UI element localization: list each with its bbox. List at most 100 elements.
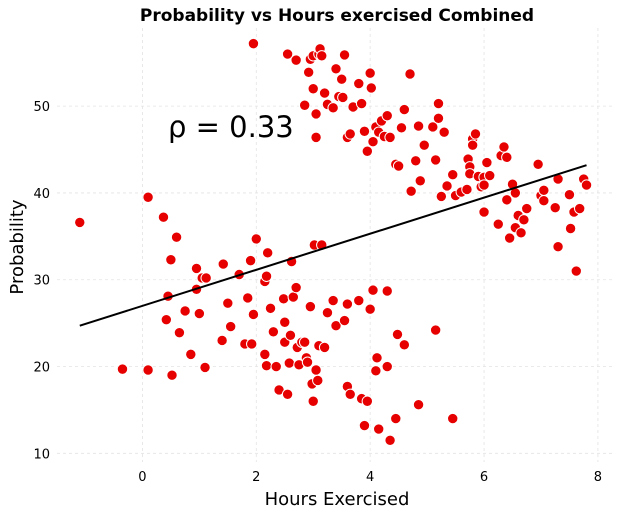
data-point <box>390 412 402 425</box>
data-point <box>353 77 365 90</box>
x-tick-label: 6 <box>480 470 488 485</box>
data-point <box>302 66 315 78</box>
data-point <box>165 254 177 266</box>
correlation-annotation: ρ = 0.33 <box>168 110 294 144</box>
data-point <box>330 63 342 75</box>
chart-title: Probability vs Hours exercised Combined <box>140 6 534 26</box>
data-point <box>338 314 351 327</box>
data-point <box>310 364 322 376</box>
data-point <box>501 194 513 206</box>
data-point <box>341 298 354 310</box>
y-tick-label: 10 <box>33 447 50 462</box>
data-point <box>179 305 191 317</box>
data-point <box>404 68 416 80</box>
data-point <box>298 99 311 111</box>
data-point <box>412 399 425 411</box>
data-point <box>267 326 280 338</box>
data-point <box>392 160 405 172</box>
data-point <box>353 294 365 307</box>
x-tick-label: 2 <box>252 470 260 485</box>
data-point <box>405 185 417 197</box>
data-point <box>367 284 379 296</box>
data-point <box>432 112 445 124</box>
data-point <box>564 222 577 235</box>
data-point <box>261 247 274 259</box>
data-point <box>355 97 368 110</box>
data-point <box>277 293 290 305</box>
data-point <box>260 270 273 282</box>
data-point <box>414 175 426 187</box>
data-point <box>361 145 374 157</box>
data-point <box>260 359 273 372</box>
data-point <box>310 108 322 120</box>
data-point <box>432 97 445 110</box>
trend-line <box>79 164 587 327</box>
data-point <box>478 206 490 218</box>
data-point <box>410 155 422 167</box>
data-point <box>570 265 582 277</box>
data-point <box>330 320 342 332</box>
data-point <box>384 434 396 446</box>
data-point <box>264 302 277 315</box>
data-point <box>501 151 513 164</box>
data-point <box>371 352 383 364</box>
data-point <box>327 102 339 114</box>
data-point <box>384 131 396 144</box>
data-point <box>318 341 331 354</box>
data-point <box>461 183 473 196</box>
data-point <box>160 313 173 326</box>
data-point <box>478 179 490 191</box>
data-point <box>364 303 376 315</box>
y-axis-label: Probability <box>7 199 28 294</box>
data-point <box>246 338 258 350</box>
data-point <box>216 334 228 347</box>
data-point <box>316 50 328 62</box>
data-point <box>310 131 322 144</box>
data-point <box>429 154 442 166</box>
data-point <box>549 201 561 214</box>
data-point <box>284 329 297 341</box>
data-point <box>447 412 459 425</box>
data-point <box>290 281 302 294</box>
data-point <box>199 361 211 374</box>
data-point <box>521 202 533 215</box>
data-point <box>381 285 393 297</box>
data-point <box>283 357 296 369</box>
data-point <box>381 360 393 373</box>
data-point <box>327 294 339 307</box>
trendline-group <box>79 164 587 327</box>
y-tick-label: 30 <box>33 274 50 289</box>
y-tick-label: 50 <box>33 100 50 115</box>
data-point <box>492 218 504 230</box>
x-ticks: 0 2 4 6 8 <box>138 470 602 485</box>
data-point <box>217 258 229 270</box>
data-point <box>515 227 527 239</box>
data-point <box>580 179 593 191</box>
data-point <box>398 339 411 351</box>
data-point <box>552 241 564 253</box>
data-point <box>469 128 482 140</box>
data-point <box>338 49 351 61</box>
data-point <box>142 191 154 203</box>
data-point <box>358 125 371 137</box>
data-point <box>307 83 319 95</box>
data-point <box>412 120 425 132</box>
data-point <box>224 320 237 333</box>
data-point <box>304 300 317 313</box>
data-point <box>361 395 374 407</box>
x-axis-label: Hours Exercised <box>265 489 410 510</box>
data-point <box>287 291 299 303</box>
data-point <box>185 348 197 361</box>
data-point <box>518 214 530 226</box>
data-point <box>142 364 154 376</box>
data-point <box>344 388 356 400</box>
data-point <box>74 216 86 229</box>
data-point <box>193 307 206 320</box>
data-point <box>395 122 408 134</box>
data-point <box>270 360 282 373</box>
data-point <box>573 202 586 215</box>
y-tick-label: 40 <box>33 187 50 202</box>
data-point <box>250 233 262 245</box>
